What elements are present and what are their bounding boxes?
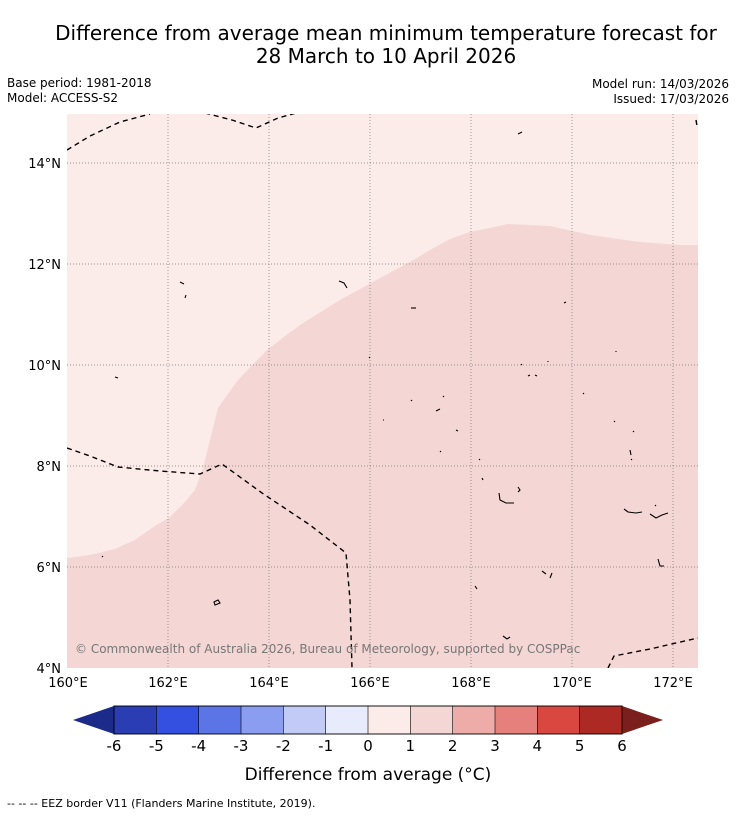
colorbar-tick-label: 5 (575, 737, 585, 755)
islands (101, 131, 669, 640)
copyright-notice: © Commonwealth of Australia 2026, Bureau… (75, 642, 580, 656)
lat-label: 12°N (28, 258, 61, 273)
lon-label: 162°E (148, 676, 188, 691)
colorbar-tick-labels: -6 -5 -4 -3 -2 -1 0 1 2 3 4 5 6 (107, 737, 627, 755)
colorbar-segment (113, 705, 157, 735)
colorbar-segment (198, 705, 242, 735)
island (498, 486, 521, 504)
lat-label: 14°N (28, 157, 61, 172)
eez-border (67, 114, 151, 151)
meta-left: Base period: 1981-2018 Model: ACCESS-S2 (7, 76, 152, 106)
island (541, 570, 553, 579)
island (623, 504, 669, 519)
eez-borders (67, 114, 698, 668)
lat-label: 10°N (28, 359, 61, 374)
issued-text: Issued: 17/03/2026 (613, 92, 729, 106)
island (101, 555, 664, 567)
lat-label: 4°N (37, 662, 62, 677)
colorbar-frame (113, 705, 623, 735)
lon-label: 172°E (653, 676, 693, 691)
colorbar-segment (325, 705, 369, 735)
lon-axis-labels: 160°E 162°E 164°E 166°E 168°E 170°E 172°… (48, 676, 693, 691)
colorbar-tick-label: 0 (363, 737, 373, 755)
colorbar-segment (410, 705, 454, 735)
colorbar-tick-label: 4 (533, 737, 543, 755)
eez-legend: -- -- -- EEZ border V11 (Flanders Marine… (7, 797, 316, 810)
colorbar-segment (579, 705, 623, 735)
colorbar-tick-label: -1 (318, 737, 333, 755)
island (502, 635, 511, 640)
map-title: Difference from average mean minimum tem… (0, 22, 736, 68)
colorbar-tick-label: 1 (406, 737, 416, 755)
colorbar-tick-label: -3 (234, 737, 249, 755)
island (213, 599, 221, 606)
island (338, 280, 348, 289)
colorbar-tick-label: -5 (149, 737, 164, 755)
colorbar-tick-label: -4 (191, 737, 206, 755)
colorbar-tick-label: 3 (490, 737, 500, 755)
island (368, 351, 617, 366)
colorbar-segment (537, 705, 581, 735)
title-line-2: 28 March to 10 April 2026 (255, 44, 517, 68)
colorbar-tick-label: 2 (448, 737, 458, 755)
gridlines (67, 114, 698, 668)
colorbar-segment (156, 705, 200, 735)
colorbar-tick-label: -2 (276, 737, 291, 755)
island (474, 585, 478, 590)
island (563, 301, 567, 304)
meta-right: Model run: 14/03/2026 Issued: 17/03/2026 (592, 77, 729, 107)
lon-label: 166°E (350, 676, 390, 691)
base-period-text: Base period: 1981-2018 (7, 76, 152, 90)
island (439, 449, 633, 481)
lon-label: 168°E (451, 676, 491, 691)
model-run-text: Model run: 14/03/2026 (591, 77, 729, 91)
anomaly-zone-1-to-2 (67, 224, 698, 668)
colorbar-title: Difference from average (°C) (245, 765, 492, 785)
lon-label: 170°E (552, 676, 592, 691)
island (383, 408, 635, 433)
colorbar-segments (113, 705, 623, 735)
model-text: Model: ACCESS-S2 (7, 91, 119, 105)
colorbar-tick-label: 6 (617, 737, 627, 755)
colorbar-segment (240, 705, 284, 735)
eez-border (695, 119, 698, 127)
map-plot-area: © Commonwealth of Australia 2026, Bureau… (67, 114, 698, 668)
colorbar-tick-label: -6 (107, 737, 122, 755)
eez-border (607, 637, 698, 668)
colorbar-segment (494, 705, 538, 735)
lon-label: 164°E (249, 676, 289, 691)
eez-border (206, 114, 296, 129)
colorbar: -6 -5 -4 -3 -2 -1 0 1 2 3 4 5 6 Difference from aver… (73, 705, 663, 785)
colorbar-segment (452, 705, 496, 735)
colorbar-segment (367, 705, 411, 735)
lat-axis-labels: 14°N 12°N 10°N 8°N 6°N 4°N (28, 157, 61, 677)
island (179, 281, 187, 299)
island (410, 374, 585, 402)
island (114, 376, 119, 379)
colorbar-under-arrow (73, 706, 114, 734)
title-line-1: Difference from average mean minimum tem… (55, 21, 717, 45)
lat-label: 6°N (37, 561, 62, 576)
lat-label: 8°N (37, 460, 62, 475)
lon-label: 160°E (48, 676, 88, 691)
colorbar-over-arrow (622, 706, 663, 734)
island (517, 131, 523, 135)
colorbar-segment (283, 705, 327, 735)
